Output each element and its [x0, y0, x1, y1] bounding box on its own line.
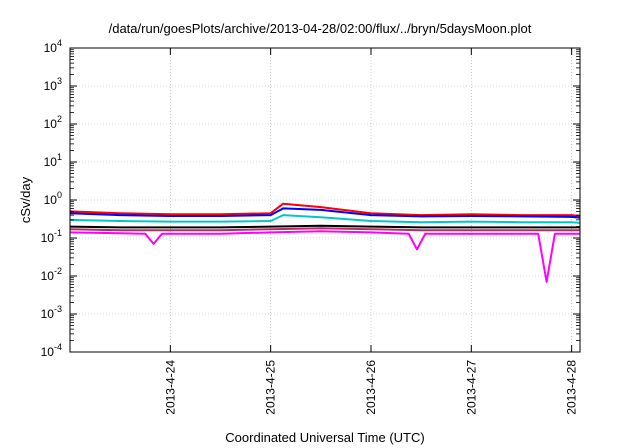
x-tick-label: 2013-4-28 — [565, 360, 579, 415]
x-axis-label: Coordinated Universal Time (UTC) — [225, 430, 424, 445]
x-tick-label: 2013-4-27 — [464, 360, 478, 415]
y-axis: 104 103 102 101 100 10-1 10-2 10-3 10-4 — [41, 38, 580, 359]
series-line-3 — [69, 224, 580, 229]
series-line-1 — [69, 207, 581, 219]
y-tick-label: 10-1 — [41, 228, 62, 245]
chart-title: /data/run/goesPlots/archive/2013-04-28/0… — [109, 21, 532, 36]
x-tick-label: 2013-4-24 — [163, 360, 177, 415]
series-line-5 — [69, 230, 580, 283]
series-line-2 — [69, 214, 581, 224]
y-tick-label: 104 — [44, 38, 62, 55]
y-tick-label: 102 — [44, 114, 62, 131]
y-tick-label: 103 — [44, 76, 62, 93]
y-tick-label: 10-3 — [41, 304, 62, 321]
x-tick-label: 2013-4-25 — [264, 360, 278, 415]
y-tick-label: 10-2 — [41, 266, 62, 283]
grid-lines — [70, 47, 580, 353]
series-layer — [69, 202, 581, 283]
x-axis: 2013-4-24 2013-4-25 2013-4-26 2013-4-27 2013… — [163, 48, 579, 415]
x-tick-label: 2013-4-26 — [364, 360, 378, 415]
y-axis-label: cSv/day — [18, 176, 33, 223]
series-line-0 — [69, 202, 581, 217]
y-tick-label: 100 — [44, 190, 62, 207]
y-tick-label: 10-4 — [41, 342, 62, 359]
series-line-4 — [69, 227, 580, 232]
y-tick-label: 101 — [44, 152, 62, 169]
